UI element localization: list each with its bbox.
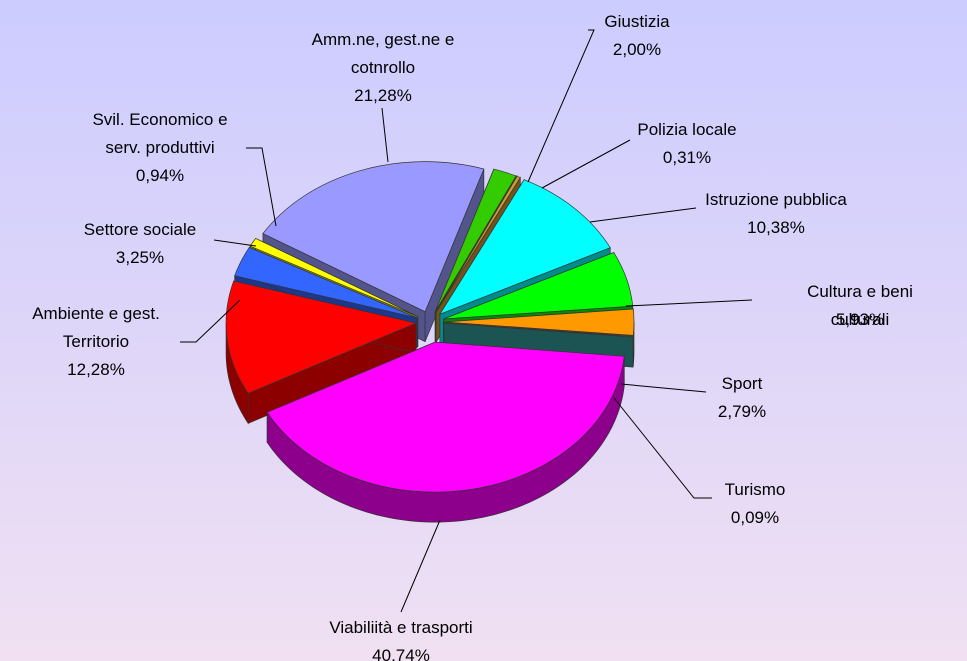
slice-top (439, 179, 611, 315)
slice-value-label: 0,09% (730, 508, 780, 527)
slice-label: Istruzione pubblica (705, 190, 847, 209)
leader-line (625, 299, 753, 307)
slice-label: Amm.ne, gest.ne e cotnrollo (311, 30, 455, 77)
leader-line (589, 207, 697, 223)
leader-line (246, 147, 277, 227)
slice-top (266, 341, 625, 493)
slice-top (435, 175, 521, 313)
slice-label: Ambiente e gest. Territorio (32, 304, 160, 351)
leader-line (613, 397, 712, 499)
slice-top (262, 161, 485, 313)
slice-value-label: 2,79% (717, 402, 767, 421)
slice-label: Viabiliità e trasporti (329, 618, 473, 637)
slice-value-label: 3,25% (115, 248, 165, 267)
slice-value-label: 10,38% (747, 218, 805, 237)
leader-line (381, 107, 389, 163)
slice-value-label: 2,00% (612, 40, 662, 59)
leader-line (541, 139, 631, 189)
leader-line (620, 383, 707, 393)
slice-value-label: 0,94% (135, 166, 185, 185)
slice-value-label: 21,28% (354, 86, 412, 105)
slice (266, 341, 625, 523)
slice-value-label: 40,74% (372, 646, 430, 661)
slice-label: Giustizia (604, 12, 670, 31)
leader-line (527, 29, 595, 183)
leader-line (180, 299, 241, 343)
slice-value-label: 5,93% (835, 310, 885, 329)
slice-value-label: 0,31% (662, 148, 712, 167)
slice-label: Cultura e beni culturali (807, 282, 913, 329)
slice-label: Turismo (724, 480, 786, 499)
leader-line (213, 239, 257, 247)
slice-label: Sport (721, 374, 763, 393)
slice-top (434, 168, 517, 312)
slice-top (225, 280, 418, 394)
slice-label: Settore sociale (83, 220, 197, 239)
slice-top (443, 322, 634, 338)
slice-top (249, 237, 418, 317)
slice-label: Svil. Economico e serv. produttivi (92, 110, 228, 157)
slice-value-label: 12,28% (67, 360, 125, 379)
slice-label: Polizia locale (637, 120, 737, 139)
slice-top (234, 246, 418, 319)
slice (225, 280, 418, 425)
slice-top (443, 308, 635, 336)
leader-line (400, 519, 441, 613)
